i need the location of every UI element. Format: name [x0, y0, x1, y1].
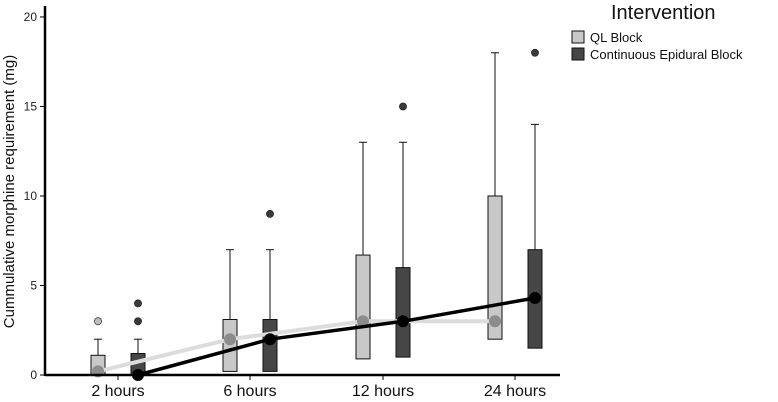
mean-point [489, 315, 501, 328]
mean-point [397, 315, 409, 328]
outlier-point [134, 317, 142, 326]
y-axis-label: Cummulative morphine requirement (mg) [1, 55, 18, 328]
y-tick-label: 5 [30, 278, 37, 292]
legend-swatch [571, 30, 585, 44]
mean-point [224, 333, 236, 346]
legend-label: QL Block [590, 30, 643, 45]
legend-label: Continuous Epidural Block [590, 47, 743, 62]
legend-title: Intervention [611, 2, 716, 24]
plot-area [90, 48, 543, 381]
outlier-point [94, 317, 102, 326]
mean-line [137, 296, 536, 377]
mean-point [264, 333, 276, 346]
y-tick-label: 20 [24, 10, 38, 24]
x-tick-label: 6 hours [223, 383, 276, 400]
y-tick-label: 0 [30, 368, 37, 382]
box [222, 319, 238, 372]
box [262, 319, 278, 372]
outlier-point [134, 299, 142, 308]
y-tick-label: 10 [24, 189, 38, 203]
y-tick-label: 15 [24, 99, 38, 113]
legend: Intervention QL Block Continuous Epidural … [571, 2, 743, 62]
outlier-point [399, 102, 407, 111]
mean-line [97, 319, 495, 374]
axes: 0 5 10 15 20 2 hours 6 hours 12 hours 24 hours Cu… [1, 6, 560, 400]
outlier-point [531, 48, 539, 57]
x-tick-label: 12 hours [352, 383, 414, 400]
mean-point [529, 292, 541, 305]
mean-point [357, 315, 369, 328]
x-tick-label: 2 hours [91, 383, 144, 400]
x-tick-label: 24 hours [484, 383, 546, 400]
box [355, 254, 371, 360]
outlier-point [266, 209, 274, 218]
box [395, 267, 411, 358]
legend-swatch [571, 47, 585, 61]
